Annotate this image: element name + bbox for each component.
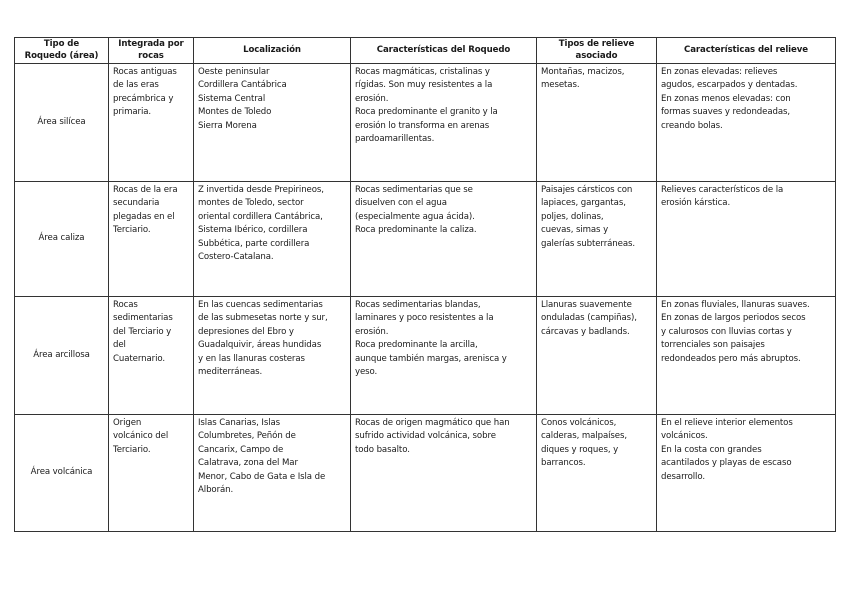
cell-tipos-relieve: Conos volcánicos, calderas, malpaíses, d… [536, 414, 657, 532]
header-tipo-roquedo: Tipo de Roquedo (área) [14, 37, 109, 64]
table-row: Área caliza Rocas de la era secundaria p… [14, 181, 836, 297]
header-tipos-relieve: Tipos de relieve asociado [536, 37, 657, 64]
table-row: Área arcillosa Rocas sedimentarias del T… [14, 296, 836, 415]
cell-localizacion: Z invertida desde Prepirineos, montes de… [193, 181, 351, 297]
cell-area: Área caliza [14, 181, 109, 297]
cell-rocas: Rocas sedimentarias del Terciario y del … [108, 296, 194, 415]
roquedo-table: Tipo de Roquedo (área) Integrada por roc… [14, 37, 836, 532]
cell-caracteristicas-roquedo: Rocas de origen magmático que han sufrid… [350, 414, 537, 532]
cell-caracteristicas-roquedo: Rocas magmáticas, cristalinas y rígidas.… [350, 63, 537, 182]
cell-localizacion: En las cuencas sedimentarias de las subm… [193, 296, 351, 415]
cell-rocas: Rocas de la era secundaria plegadas en e… [108, 181, 194, 297]
cell-tipos-relieve: Paisajes cársticos con lapiaces, gargant… [536, 181, 657, 297]
header-integrada-por-rocas: Integrada por rocas [108, 37, 194, 64]
cell-caracteristicas-roquedo: Rocas sedimentarias que se disuelven con… [350, 181, 537, 297]
cell-caracteristicas-roquedo: Rocas sedimentarias blandas, laminares y… [350, 296, 537, 415]
cell-localizacion: Islas Canarias, Islas Columbretes, Peñón… [193, 414, 351, 532]
header-localizacion: Localización [193, 37, 351, 64]
cell-area: Área volcánica [14, 414, 109, 532]
cell-rocas: Origen volcánico del Terciario. [108, 414, 194, 532]
cell-rocas: Rocas antiguas de las eras precámbrica y… [108, 63, 194, 182]
header-row: Tipo de Roquedo (área) Integrada por roc… [14, 37, 836, 64]
cell-area: Área arcillosa [14, 296, 109, 415]
cell-caracteristicas-relieve: En zonas elevadas: relieves agudos, esca… [656, 63, 836, 182]
table-row: Área silícea Rocas antiguas de las eras … [14, 63, 836, 182]
cell-caracteristicas-relieve: En el relieve interior elementos volcáni… [656, 414, 836, 532]
header-caracteristicas-relieve: Características del relieve [656, 37, 836, 64]
header-caracteristicas-roquedo: Características del Roquedo [350, 37, 537, 64]
cell-caracteristicas-relieve: En zonas fluviales, llanuras suaves. En … [656, 296, 836, 415]
cell-localizacion: Oeste peninsular Cordillera Cantábrica S… [193, 63, 351, 182]
table-row: Área volcánica Origen volcánico del Terc… [14, 414, 836, 532]
cell-tipos-relieve: Montañas, macizos, mesetas. [536, 63, 657, 182]
cell-tipos-relieve: Llanuras suavemente onduladas (campiñas)… [536, 296, 657, 415]
cell-area: Área silícea [14, 63, 109, 182]
cell-caracteristicas-relieve: Relieves característicos de la erosión k… [656, 181, 836, 297]
